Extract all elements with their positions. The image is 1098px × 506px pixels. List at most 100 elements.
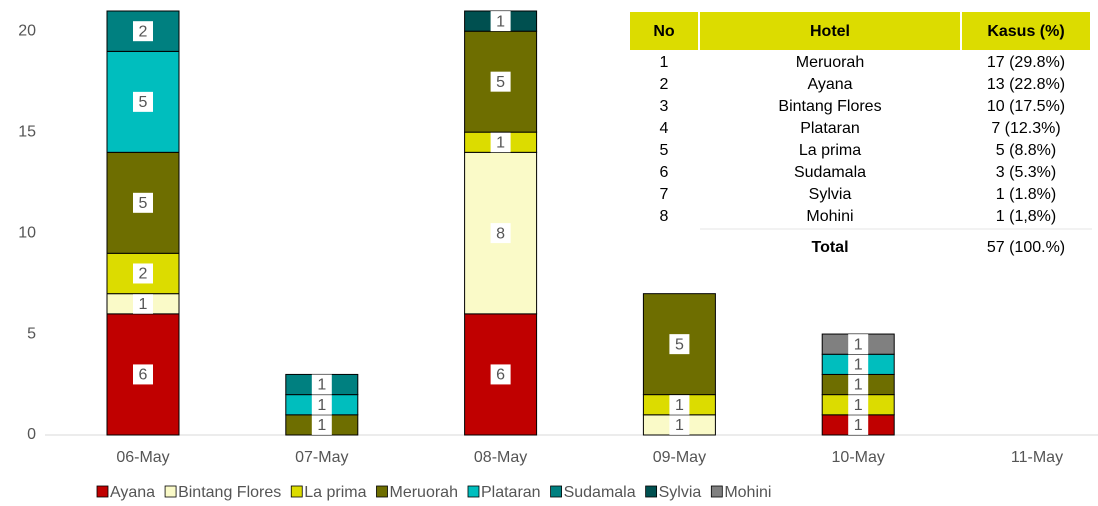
data-label-box — [848, 354, 869, 375]
table-cell: La prima — [799, 142, 861, 159]
table-cell: 3 — [660, 98, 669, 115]
table-cell: Mohini — [806, 208, 853, 225]
table-cell: Bintang Flores — [778, 98, 881, 115]
legend-swatch — [96, 485, 109, 498]
legend-label: Mohini — [724, 484, 771, 501]
data-label: 1 — [317, 377, 326, 394]
legend-swatch — [550, 485, 562, 498]
data-label: 1 — [496, 134, 505, 151]
data-label: 1 — [317, 417, 326, 434]
table-cell: Ayana — [807, 76, 852, 93]
data-label: 1 — [675, 397, 684, 414]
data-label-box — [490, 132, 511, 153]
data-label: 2 — [139, 266, 148, 283]
legend-swatch — [290, 485, 303, 498]
total-label: Total — [811, 239, 848, 256]
data-label-box — [848, 374, 869, 395]
legend-swatch — [376, 485, 388, 498]
data-label: 5 — [496, 74, 505, 91]
data-label: 5 — [139, 94, 148, 111]
data-label: 1 — [854, 357, 863, 374]
legend-label: La prima — [304, 484, 366, 501]
table-cell: 7 (12.3%) — [991, 120, 1060, 137]
x-tick-label: 07-May — [295, 449, 348, 466]
data-label: 1 — [854, 417, 863, 434]
header-text: No — [653, 23, 675, 40]
table-cell: 17 (29.8%) — [987, 54, 1065, 71]
data-label-box — [311, 414, 332, 435]
table-cell: 5 — [660, 142, 669, 159]
legend-label: Sudamala — [564, 484, 636, 501]
legend-label: Sylvia — [659, 484, 702, 501]
table-cell: Plataran — [800, 120, 860, 137]
table-cell: Sudamala — [794, 164, 866, 181]
data-label-box — [848, 394, 869, 415]
data-label-box — [669, 334, 690, 355]
data-label-box — [490, 11, 511, 32]
data-label: 1 — [317, 397, 326, 414]
total-value: 57 (100.%) — [987, 239, 1065, 256]
hotel-table: No Hotel Kasus (%) 1 Meruorah 17 (29.8%) 2 Ayan… — [630, 12, 1092, 268]
data-label: 1 — [854, 377, 863, 394]
data-label-box — [133, 21, 153, 42]
table-cell: 6 — [660, 164, 669, 181]
plot-area: 0510152006-May61255207-May11108-May68151… — [18, 10, 1098, 466]
table-cell: Sylvia — [809, 186, 852, 203]
table-cell: 4 — [660, 120, 669, 137]
legend-swatch — [645, 485, 658, 498]
legend-label: Ayana — [110, 484, 155, 501]
data-label: 1 — [139, 296, 148, 313]
data-label-box — [490, 364, 511, 385]
table-cell: 7 — [660, 186, 669, 203]
y-tick-label: 10 — [18, 224, 36, 241]
data-label-box — [311, 394, 332, 415]
table-cell: 8 — [660, 208, 669, 225]
table-cell: 10 (17.5%) — [987, 98, 1065, 115]
data-label-box — [133, 91, 153, 112]
data-label: 1 — [854, 336, 863, 353]
data-label: 2 — [139, 23, 148, 40]
table-bg — [630, 12, 1092, 268]
table-cell: 1 — [660, 54, 669, 71]
table-cell: 2 — [660, 76, 669, 93]
data-label-box — [848, 334, 869, 355]
x-tick-label: 09-May — [653, 449, 706, 466]
y-tick-label: 0 — [27, 426, 36, 443]
header-text: Kasus (%) — [987, 23, 1064, 40]
data-label-box — [490, 223, 511, 244]
data-label-box — [133, 293, 153, 314]
data-label-box — [133, 192, 153, 213]
legend-label: Bintang Flores — [178, 484, 281, 501]
data-label-box — [133, 263, 153, 284]
data-label: 5 — [675, 336, 684, 353]
table-cell: 3 (5.3%) — [996, 164, 1056, 181]
data-label-box — [669, 394, 690, 415]
data-label-box — [490, 71, 511, 92]
y-tick-label: 5 — [27, 325, 36, 342]
x-tick-label: 06-May — [116, 449, 169, 466]
header-cell — [700, 12, 960, 50]
data-label: 1 — [854, 397, 863, 414]
header-text: Hotel — [810, 23, 850, 40]
data-label: 1 — [675, 417, 684, 434]
data-label-box — [848, 414, 869, 435]
data-label: 8 — [496, 225, 505, 242]
data-label-box — [669, 414, 690, 435]
data-label: 6 — [139, 367, 148, 384]
legend-label: Plataran — [481, 484, 541, 501]
header-cell — [962, 12, 1090, 50]
data-label-box — [133, 364, 153, 385]
y-tick-label: 20 — [18, 22, 36, 39]
header-cell — [630, 12, 698, 50]
table-cell: 5 (8.8%) — [996, 142, 1056, 159]
data-label: 1 — [496, 13, 505, 30]
legend: Ayana Bintang Flores La prima Meruorah Plata… — [96, 484, 771, 501]
legend-swatch — [710, 485, 723, 498]
legend-swatch — [467, 485, 480, 498]
legend-label: Meruorah — [390, 484, 458, 501]
data-label: 5 — [139, 195, 148, 212]
table-cell: Meruorah — [796, 54, 864, 71]
table-cell: 1 (1.8%) — [996, 186, 1056, 203]
x-tick-label: 11-May — [1011, 449, 1063, 466]
